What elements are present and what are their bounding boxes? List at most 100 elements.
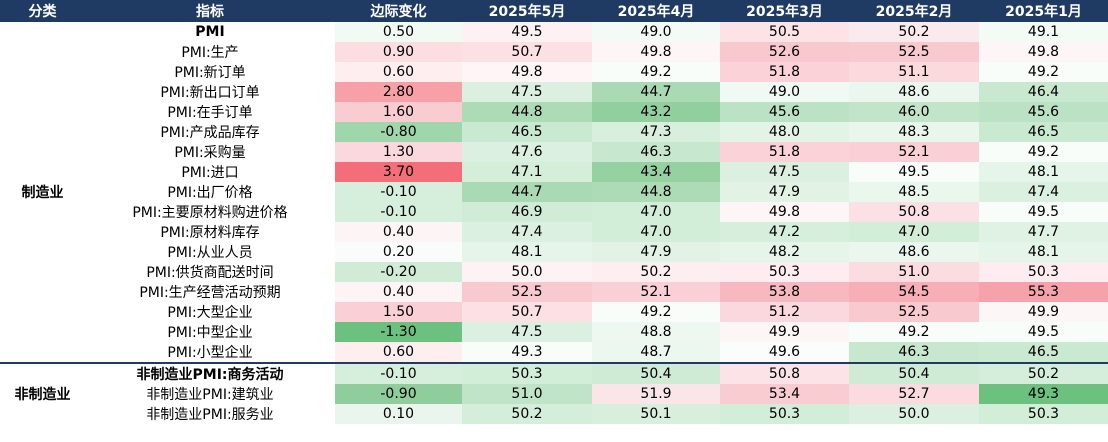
month-value-cell: 49.5	[849, 162, 979, 182]
month-value-cell: 46.5	[979, 122, 1108, 142]
marginal-change-cell: -1.30	[335, 322, 462, 342]
month-value-cell: 53.4	[720, 384, 849, 404]
marginal-change-cell: -0.10	[335, 182, 462, 202]
month-value-cell: 49.8	[592, 42, 720, 62]
table-row: PMI:产成品库存 -0.80 46.5 47.3 48.0 48.3 46.5	[0, 122, 1108, 142]
table-row: PMI:在手订单 1.60 44.8 43.2 45.6 46.0 45.6	[0, 102, 1108, 122]
month-value-cell: 52.5	[462, 282, 592, 302]
table-row: 非制造业PMI:建筑业 -0.90 51.0 51.9 53.4 52.7 49.3	[0, 384, 1108, 404]
indicator-name: PMI:从业人员	[85, 242, 335, 262]
month-value-cell: 49.2	[979, 62, 1108, 82]
month-value-cell: 49.8	[720, 202, 849, 222]
indicator-name: PMI:产成品库存	[85, 122, 335, 142]
month-value-cell: 51.9	[592, 384, 720, 404]
month-value-cell: 44.8	[462, 102, 592, 122]
month-value-cell: 50.8	[720, 362, 849, 384]
month-value-cell: 51.8	[720, 62, 849, 82]
month-value-cell: 47.0	[849, 222, 979, 242]
month-value-cell: 49.5	[462, 22, 592, 42]
month-value-cell: 47.3	[592, 122, 720, 142]
indicator-name: PMI:生产	[85, 42, 335, 62]
month-value-cell: 51.0	[462, 384, 592, 404]
month-value-cell: 55.3	[979, 282, 1108, 302]
month-value-cell: 50.7	[462, 302, 592, 322]
indicator-name: PMI:中型企业	[85, 322, 335, 342]
marginal-change-cell: 0.40	[335, 282, 462, 302]
month-value-cell: 47.9	[720, 182, 849, 202]
month-value-cell: 50.5	[720, 22, 849, 42]
month-value-cell: 50.3	[720, 262, 849, 282]
month-value-cell: 48.1	[979, 162, 1108, 182]
month-value-cell: 49.2	[849, 322, 979, 342]
month-value-cell: 52.6	[720, 42, 849, 62]
table-row: 非制造业 非制造业PMI:商务活动 -0.10 50.3 50.4 50.8 50.4 50.…	[0, 362, 1108, 424]
month-value-cell: 48.1	[462, 242, 592, 262]
month-value-cell: 47.9	[592, 242, 720, 262]
header-marginal-change: 边际变化	[335, 0, 462, 22]
table-row: 制造业 PMI 0.50 49.5 49.0 50.5 50.2 49.1	[0, 22, 1108, 363]
month-value-cell: 50.2	[979, 362, 1108, 384]
month-value-cell: 49.3	[979, 384, 1108, 404]
month-value-cell: 52.5	[849, 302, 979, 322]
indicator-name: PMI	[85, 22, 335, 42]
header-2025-01: 2025年1月	[979, 0, 1108, 22]
month-value-cell: 48.5	[849, 182, 979, 202]
month-value-cell: 49.2	[592, 302, 720, 322]
table-row: PMI:生产 0.90 50.7 49.8 52.6 52.5 49.8	[0, 42, 1108, 62]
table-row: PMI:采购量 1.30 47.6 46.3 51.8 52.1 49.2	[0, 142, 1108, 162]
month-value-cell: 48.1	[979, 242, 1108, 262]
table-row: PMI:生产经营活动预期 0.40 52.5 52.1 53.8 54.5 55.3	[0, 282, 1108, 302]
table-row: PMI:从业人员 0.20 48.1 47.9 48.2 48.6 48.1	[0, 242, 1108, 262]
month-value-cell: 45.6	[979, 102, 1108, 122]
category-label: 非制造业	[0, 362, 85, 424]
month-value-cell: 46.4	[979, 82, 1108, 102]
month-value-cell: 50.3	[979, 262, 1108, 282]
indicator-name: PMI:在手订单	[85, 102, 335, 122]
marginal-change-cell: 2.80	[335, 82, 462, 102]
indicator-name: PMI:采购量	[85, 142, 335, 162]
month-value-cell: 49.8	[979, 42, 1108, 62]
month-value-cell: 46.5	[462, 122, 592, 142]
indicator-name: PMI:大型企业	[85, 302, 335, 322]
table-row: PMI:大型企业 1.50 50.7 49.2 51.2 52.5 49.9	[0, 302, 1108, 322]
header-2025-02: 2025年2月	[849, 0, 979, 22]
table-row: PMI:主要原材料购进价格 -0.10 46.9 47.0 49.8 50.8 49.5	[0, 202, 1108, 222]
month-value-cell: 48.8	[592, 322, 720, 342]
month-value-cell: 51.2	[720, 302, 849, 322]
month-value-cell: 53.8	[720, 282, 849, 302]
category-label: 制造业	[0, 22, 85, 363]
month-value-cell: 49.1	[979, 22, 1108, 42]
marginal-change-cell: -0.10	[335, 362, 462, 384]
month-value-cell: 47.0	[592, 202, 720, 222]
month-value-cell: 50.7	[462, 42, 592, 62]
month-value-cell: 48.6	[849, 242, 979, 262]
table-row: 非制造业PMI:服务业 0.10 50.2 50.1 50.3 50.0 50.3	[0, 404, 1108, 424]
month-value-cell: 47.7	[979, 222, 1108, 242]
month-value-cell: 47.5	[720, 162, 849, 182]
indicator-name: PMI:小型企业	[85, 342, 335, 363]
month-value-cell: 43.2	[592, 102, 720, 122]
month-value-cell: 49.8	[462, 62, 592, 82]
table-row: PMI:中型企业 -1.30 47.5 48.8 49.9 49.2 49.5	[0, 322, 1108, 342]
month-value-cell: 50.0	[462, 262, 592, 282]
month-value-cell: 50.2	[462, 404, 592, 424]
marginal-change-cell: 0.60	[335, 62, 462, 82]
month-value-cell: 49.5	[979, 202, 1108, 222]
marginal-change-cell: -0.20	[335, 262, 462, 282]
month-value-cell: 47.0	[592, 222, 720, 242]
indicator-name: PMI:原材料库存	[85, 222, 335, 242]
header-2025-04: 2025年4月	[592, 0, 720, 22]
month-value-cell: 49.9	[720, 322, 849, 342]
month-value-cell: 51.0	[849, 262, 979, 282]
marginal-change-cell: 1.50	[335, 302, 462, 322]
month-value-cell: 50.1	[592, 404, 720, 424]
month-value-cell: 44.7	[462, 182, 592, 202]
month-value-cell: 52.5	[849, 42, 979, 62]
month-value-cell: 51.8	[720, 142, 849, 162]
month-value-cell: 46.9	[462, 202, 592, 222]
marginal-change-cell: 0.40	[335, 222, 462, 242]
indicator-name: PMI:新订单	[85, 62, 335, 82]
header-2025-03: 2025年3月	[720, 0, 849, 22]
month-value-cell: 46.3	[849, 342, 979, 363]
